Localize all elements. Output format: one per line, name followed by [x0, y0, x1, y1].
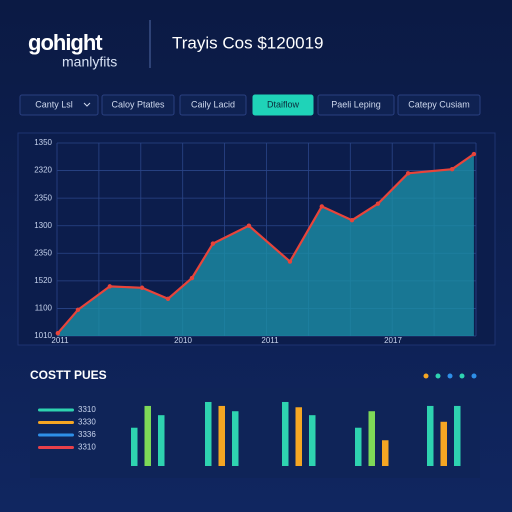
bar	[131, 427, 138, 466]
bar-chart: COSTT PUES 3310 3330 3336 3310	[30, 368, 477, 466]
logo-tagline: manlyfits	[62, 54, 117, 70]
indicator-dot	[471, 373, 477, 379]
x-axis-label: 2017	[384, 336, 402, 345]
legend-swatch	[38, 408, 74, 412]
bar	[144, 405, 151, 466]
point	[75, 307, 81, 313]
y-axis-label: 2350	[34, 193, 52, 202]
bar	[454, 405, 461, 466]
point	[55, 331, 61, 336]
point	[319, 204, 325, 209]
bar	[355, 427, 362, 466]
x-axis-label: 2010	[174, 336, 192, 345]
bar	[427, 405, 434, 466]
point	[405, 171, 411, 176]
bar	[218, 405, 225, 466]
point	[287, 259, 293, 264]
section-title: COSTT PUES	[30, 368, 107, 382]
tab[interactable]	[397, 94, 481, 116]
header-title: Trayis Cos $120019	[172, 33, 324, 52]
point	[107, 284, 112, 289]
tab-label: Caloy Ptatles	[111, 99, 165, 109]
tab[interactable]	[101, 94, 175, 116]
point	[375, 201, 381, 206]
bar-panel	[30, 388, 480, 478]
tab-label: Caily Lacid	[191, 99, 235, 109]
y-axis-label: 2320	[34, 166, 52, 175]
tab-label: Catepy Cusiam	[408, 99, 470, 109]
bar	[382, 440, 389, 466]
logo-brand: gohight	[28, 30, 103, 55]
legend-label: 3310	[78, 405, 96, 414]
tab-label: Canty Lsl	[35, 99, 73, 109]
x-axis-label: 2011	[51, 336, 69, 345]
x-axis-label: 2011	[261, 336, 279, 345]
point	[449, 166, 455, 172]
area-chart: 1010 1100 1520 2350 1300 2350 2320 1350 2011 2010…	[34, 138, 477, 345]
bar	[205, 401, 212, 466]
legend-swatch	[38, 446, 74, 449]
tab-bar: Canty Lsl Caloy Ptatles Caily Lacid Dtaiflo…	[19, 94, 481, 116]
tab[interactable]	[252, 94, 314, 116]
point	[246, 223, 252, 228]
y-axis-label: 1300	[34, 221, 52, 230]
y-axis-label: 2350	[34, 248, 52, 257]
dropdown-chevron	[83, 102, 91, 107]
bar	[368, 411, 375, 466]
bar	[282, 401, 289, 466]
bar	[232, 411, 239, 466]
bar	[440, 421, 447, 466]
indicator-dot	[423, 373, 429, 379]
point	[210, 241, 216, 246]
tab[interactable]	[317, 94, 395, 116]
tab-label: Paeli Leping	[331, 99, 381, 109]
bar	[309, 415, 316, 466]
point	[471, 151, 477, 157]
y-axis-label: 1520	[34, 276, 52, 285]
area-fill	[57, 154, 474, 336]
tab-label: Dtaiflow	[267, 99, 300, 109]
indicator-dot	[447, 373, 453, 379]
indicator-dot	[435, 373, 441, 379]
legend-label: 3310	[78, 443, 96, 452]
bar	[158, 415, 165, 466]
point	[139, 285, 145, 290]
y-axis-label: 1350	[34, 138, 52, 147]
y-axis-label: 1100	[35, 304, 53, 313]
legend-swatch	[38, 433, 74, 437]
tab[interactable]	[179, 94, 247, 116]
point	[189, 275, 195, 281]
tab[interactable]	[19, 94, 99, 116]
legend-label: 3330	[78, 418, 96, 427]
point	[349, 218, 355, 223]
bar	[295, 407, 302, 466]
legend-label: 3336	[78, 430, 96, 439]
legend-swatch	[38, 421, 74, 424]
indicator-dot	[459, 373, 465, 379]
point	[165, 296, 171, 301]
y-axis-label: 1010	[34, 331, 52, 340]
